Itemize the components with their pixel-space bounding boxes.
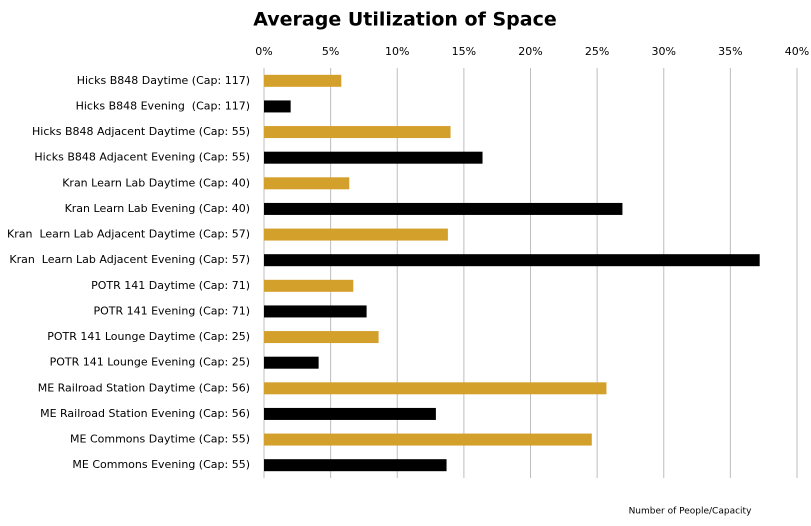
bar — [264, 202, 623, 215]
y-tick-label: Kran Learn Lab Adjacent Evening (Cap: 57… — [9, 253, 250, 266]
bar — [264, 228, 448, 241]
y-tick-label: Hicks B848 Adjacent Daytime (Cap: 55) — [32, 125, 250, 138]
bar — [264, 356, 319, 369]
y-tick-label: ME Railroad Station Daytime (Cap: 56) — [38, 381, 250, 394]
y-tick-label: POTR 141 Daytime (Cap: 71) — [91, 279, 250, 292]
x-tick-label: 0% — [255, 45, 272, 58]
y-tick-label: ME Commons Daytime (Cap: 55) — [70, 433, 250, 446]
bar — [264, 151, 483, 164]
y-tick-label: POTR 141 Lounge Daytime (Cap: 25) — [47, 330, 250, 343]
bar — [264, 126, 451, 139]
y-tick-label: ME Commons Evening (Cap: 55) — [72, 458, 250, 471]
y-tick-label: POTR 141 Lounge Evening (Cap: 25) — [50, 356, 250, 369]
x-tick-label: 25% — [585, 45, 609, 58]
y-tick-label: Hicks B848 Daytime (Cap: 117) — [77, 74, 250, 87]
bar — [264, 254, 760, 267]
bar — [264, 331, 379, 344]
x-tick-label: 10% — [385, 45, 409, 58]
x-tick-label: 40% — [785, 45, 809, 58]
bar — [264, 177, 350, 190]
x-tick-label: 35% — [718, 45, 742, 58]
y-tick-label: ME Railroad Station Evening (Cap: 56) — [40, 407, 250, 420]
bar — [264, 382, 607, 395]
bar — [264, 433, 592, 446]
bar — [264, 459, 447, 472]
bar — [264, 74, 342, 87]
x-tick-label: 30% — [652, 45, 676, 58]
y-tick-label: Kran Learn Lab Evening (Cap: 40) — [65, 202, 250, 215]
chart-title: Average Utilization of Space — [253, 9, 557, 31]
x-tick-label: 20% — [518, 45, 542, 58]
bar — [264, 305, 367, 318]
y-tick-label: Kran Learn Lab Daytime (Cap: 40) — [62, 176, 250, 189]
x-axis-label: Number of People/Capacity — [629, 507, 752, 517]
y-tick-label: Hicks B848 Evening (Cap: 117) — [76, 99, 250, 112]
bar — [264, 279, 354, 292]
bar — [264, 407, 436, 420]
x-tick-label: 15% — [452, 45, 476, 58]
x-tick-label: 5% — [322, 45, 339, 58]
y-tick-label: Hicks B848 Adjacent Evening (Cap: 55) — [34, 151, 250, 164]
y-tick-label: Kran Learn Lab Adjacent Daytime (Cap: 57… — [7, 228, 250, 241]
y-tick-label: POTR 141 Evening (Cap: 71) — [93, 304, 250, 317]
bar — [264, 100, 291, 113]
